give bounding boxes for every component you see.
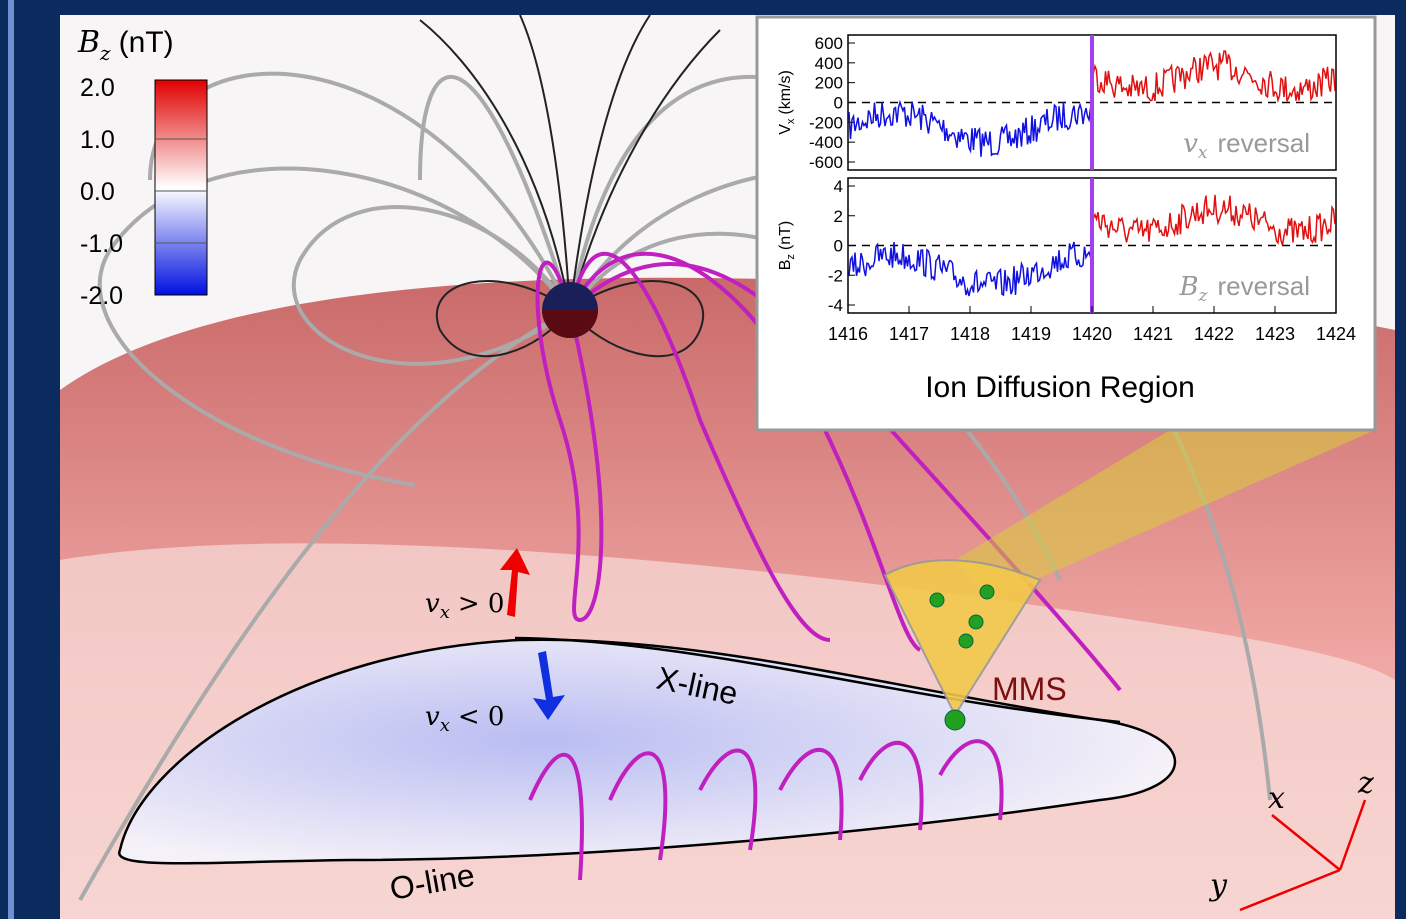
y-tick-label: 4 (834, 177, 843, 196)
axis-x-label: x (1268, 781, 1285, 816)
y-tick-label: -4 (828, 296, 843, 315)
symbol: B (1178, 272, 1198, 302)
unit: (nT) (777, 221, 794, 250)
x-tick-label: 1416 (828, 324, 868, 344)
axis-y-label: y (1208, 868, 1228, 903)
x-tick-label: 1423 (1255, 324, 1295, 344)
subscript: z (1198, 286, 1209, 306)
symbol: v (1183, 129, 1198, 159)
text: reversal (1218, 128, 1310, 158)
colorbar-tick-label: 2.0 (80, 74, 115, 102)
subscript: x (1198, 143, 1208, 163)
y-tick-label: -600 (809, 153, 843, 172)
subscript: x (440, 715, 450, 736)
rest: < 0 (458, 702, 505, 732)
y-tick-label: -400 (809, 133, 843, 152)
vx-pos-label: vx > 0 (425, 589, 504, 623)
subscript: z (99, 41, 111, 65)
symbol: B (777, 260, 794, 271)
y-tick-label: 2 (834, 207, 843, 226)
colorbar-tick-label: 1.0 (80, 126, 115, 154)
annotation: Bz reversal (1178, 271, 1310, 306)
y-tick-label: 0 (834, 237, 843, 256)
mms-label: MMS (992, 671, 1067, 707)
symbol: v (425, 702, 440, 732)
x-tick-label: 1418 (950, 324, 990, 344)
page: vx> 0 vx< 0 X-line O-line MMS x z y Bz(n… (0, 0, 1406, 919)
x-tick-label: 1417 (889, 324, 929, 344)
vx-neg-label: vx < 0 (425, 702, 504, 736)
text: reversal (1218, 271, 1310, 301)
y-tick-label: 0 (834, 94, 843, 113)
colorbar-tick-label: -1.0 (80, 230, 123, 258)
x-tick-label: 1420 (1072, 324, 1112, 344)
y-tick-label: 400 (815, 54, 843, 73)
x-tick-label: 1421 (1133, 324, 1173, 344)
colorbar (155, 80, 207, 295)
rest: > 0 (458, 589, 505, 619)
y-tick-label: -200 (809, 113, 843, 132)
colorbar-tick-label: 0.0 (80, 178, 115, 206)
y-tick-label: -2 (828, 266, 843, 285)
x-tick-label: 1419 (1011, 324, 1051, 344)
inset-title: Ion Diffusion Region (925, 371, 1195, 404)
y-tick-label: 200 (815, 74, 843, 93)
axis-z-label: z (1357, 766, 1374, 801)
frame-stripe (8, 0, 14, 919)
figure: vx> 0 vx< 0 X-line O-line MMS x z y Bz(n… (0, 0, 1406, 919)
symbol: v (425, 589, 440, 619)
subscript: z (785, 254, 797, 260)
subscript: x (785, 118, 797, 124)
symbol: V (777, 124, 794, 135)
x-tick-label: 1424 (1316, 324, 1356, 344)
symbol: B (77, 25, 100, 60)
colorbar-tick-label: -2.0 (80, 282, 123, 310)
subscript: x (440, 602, 450, 623)
unit: (km/s) (777, 70, 794, 114)
unit: (nT) (119, 26, 174, 59)
y-tick-label: 600 (815, 34, 843, 53)
x-tick-label: 1422 (1194, 324, 1234, 344)
